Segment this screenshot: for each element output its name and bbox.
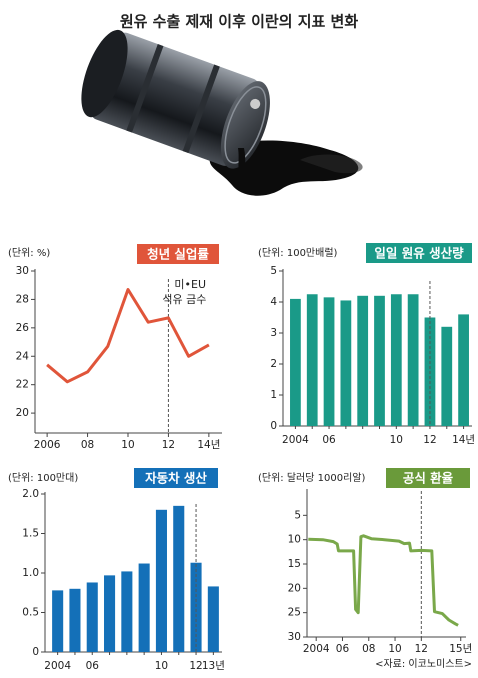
data-line (46, 288, 210, 384)
page-title: 원유 수출 제재 이후 이란의 지표 변화 (120, 13, 359, 31)
bar (69, 588, 81, 652)
bar (173, 505, 185, 652)
annotation: 미•EU (174, 278, 206, 291)
x-tick-label: 12 (162, 439, 175, 451)
y-tick-label: 1.5 (22, 528, 39, 540)
bar (306, 294, 318, 426)
x-tick-label: 12 (415, 643, 428, 655)
y-tick-label: 15 (288, 558, 301, 570)
x-tick-label: 06 (322, 434, 336, 446)
y-tick-label: 5 (270, 265, 277, 277)
y-tick-label: 28 (16, 293, 29, 305)
x-tick-label: 08 (81, 439, 94, 451)
bar (121, 571, 133, 652)
bar (374, 295, 385, 426)
y-tick-label: 1.0 (22, 567, 39, 579)
y-tick-label: 4 (270, 296, 277, 308)
y-tick-label: 1 (270, 389, 277, 401)
unit-label: (단위: 100만배럴) (258, 246, 338, 259)
data-line (308, 534, 459, 627)
bar (190, 562, 202, 652)
y-tick-label: 20 (16, 407, 29, 419)
chart-title: 일일 원유 생산량 (374, 246, 464, 261)
y-tick-label: 3 (270, 327, 277, 339)
unit-label: (단위: 달러당 1000리알) (258, 471, 365, 484)
x-tick-label: 14년 (452, 434, 475, 446)
x-tick-label: 06 (336, 643, 350, 655)
bar (441, 326, 453, 426)
x-tick-label: 13년 (202, 660, 225, 672)
x-tick-label: 10 (121, 439, 134, 451)
annotation: 석유 금수 (162, 293, 206, 306)
x-tick-label: 2006 (34, 439, 61, 451)
x-tick-label: 12 (189, 660, 202, 672)
unit-label: (단위: 100만대) (8, 471, 78, 484)
y-tick-label: 26 (16, 322, 30, 334)
x-tick-label: 10 (390, 434, 403, 446)
y-tick-label: 2 (270, 358, 277, 370)
y-tick-label: 0.5 (22, 607, 39, 619)
bar (323, 297, 335, 426)
y-tick-label: 0 (32, 646, 39, 658)
bar (104, 575, 116, 652)
bar (340, 300, 352, 426)
source-note: <자료: 이코노미스트> (375, 658, 472, 670)
bar (138, 563, 150, 652)
oil-barrel-illustration (81, 29, 363, 196)
y-tick-label: 30 (16, 265, 29, 277)
y-tick-label: 2.0 (22, 488, 39, 500)
x-tick-label: 06 (86, 660, 100, 672)
unit-label: (단위: %) (8, 246, 50, 259)
bar (86, 582, 98, 652)
bar (52, 590, 64, 652)
chart-title: 청년 실업률 (147, 247, 209, 262)
y-tick-label: 22 (16, 379, 29, 391)
bar (207, 586, 219, 652)
chart-title-box (366, 243, 472, 263)
x-tick-label: 14년 (197, 439, 220, 451)
y-tick-label: 30 (288, 631, 301, 643)
y-tick-label: 20 (288, 582, 301, 594)
y-tick-label: 0 (270, 420, 277, 432)
x-tick-label: 2004 (282, 434, 309, 446)
chart-title-box (386, 468, 470, 488)
bar (290, 298, 301, 426)
x-tick-label: 12 (423, 434, 436, 446)
x-tick-label: 2004 (44, 660, 71, 672)
y-tick-label: 24 (16, 350, 30, 362)
x-tick-label: 15년 (449, 643, 472, 655)
x-tick-label: 10 (388, 643, 401, 655)
chart-title-box (134, 468, 218, 488)
x-tick-label: 10 (155, 660, 168, 672)
chart-title-box (137, 244, 219, 264)
chart-title: 공식 환율 (403, 471, 454, 486)
bar (390, 294, 402, 426)
y-tick-label: 10 (288, 534, 301, 546)
x-tick-label: 2004 (303, 643, 330, 655)
bar (407, 294, 419, 426)
y-tick-label: 25 (288, 607, 301, 619)
bar (155, 509, 167, 652)
bar (458, 314, 469, 426)
y-tick-label: 5 (294, 509, 301, 521)
x-tick-label: 08 (362, 643, 375, 655)
bar (357, 295, 369, 426)
chart-title: 자동차 생산 (145, 471, 207, 486)
